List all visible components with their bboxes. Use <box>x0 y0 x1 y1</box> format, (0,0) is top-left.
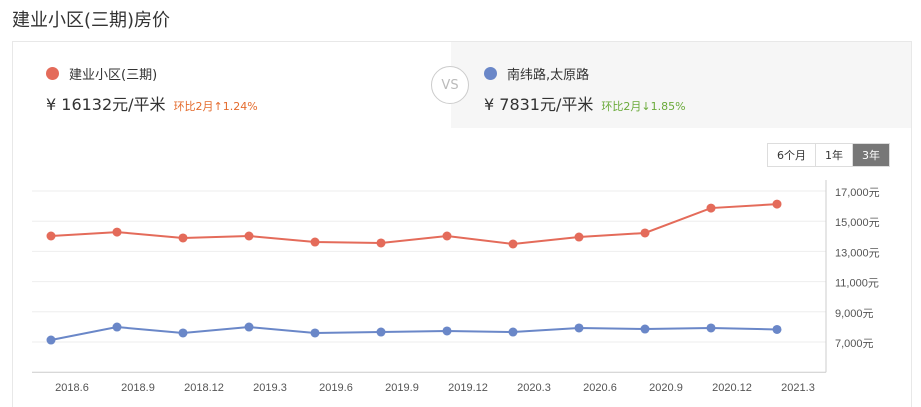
x-tick-label: 2020.9 <box>649 382 683 394</box>
x-tick-label: 2019.6 <box>319 382 353 394</box>
page-title: 建业小区(三期)房价 <box>12 10 171 31</box>
x-tick-label: 2018.6 <box>55 382 89 394</box>
data-point <box>706 203 716 213</box>
x-tick-label: 2018.12 <box>184 382 224 394</box>
price: ¥ 16132元/平米 <box>46 95 166 114</box>
series-line <box>50 326 778 342</box>
x-tick-label: 2020.12 <box>712 382 752 394</box>
y-tick-label: 9,000元 <box>835 308 874 320</box>
price-change: 环比2月↑1.24% <box>173 100 258 113</box>
data-point <box>112 227 122 237</box>
y-tick-label: 13,000元 <box>835 247 880 259</box>
data-point <box>46 231 56 241</box>
data-point <box>376 238 386 248</box>
data-point <box>244 322 254 332</box>
data-point <box>574 232 584 242</box>
price: ¥ 7831元/平米 <box>484 95 594 114</box>
data-point <box>640 324 650 334</box>
data-point <box>508 327 518 337</box>
data-point <box>244 231 254 241</box>
data-point <box>112 322 122 332</box>
left-community: 建业小区(三期) ¥ 16132元/平米 环比2月↑1.24% <box>13 42 451 128</box>
x-tick-label: 2021.3 <box>781 382 815 394</box>
tab-3-years[interactable]: 3年 <box>852 144 889 166</box>
data-point <box>310 328 320 338</box>
y-tick-label: 17,000元 <box>835 187 880 199</box>
x-tick-label: 2020.6 <box>583 382 617 394</box>
series-color-dot <box>46 67 59 80</box>
series-color-dot <box>484 67 497 80</box>
x-tick-label: 2018.9 <box>121 382 155 394</box>
price-card: 建业小区(三期) ¥ 16132元/平米 环比2月↑1.24% 南纬路,太原路 ¥… <box>12 41 912 407</box>
data-point <box>772 324 782 334</box>
data-point <box>640 228 650 238</box>
community-name: 建业小区(三期) <box>69 68 158 83</box>
x-tick-label: 2019.12 <box>448 382 488 394</box>
comparison-panel: 建业小区(三期) ¥ 16132元/平米 环比2月↑1.24% 南纬路,太原路 ¥… <box>13 42 911 128</box>
right-area: 南纬路,太原路 ¥ 7831元/平米 环比2月↓1.85% <box>451 42 911 128</box>
price-change: 环比2月↓1.85% <box>601 100 686 113</box>
data-point <box>310 237 320 247</box>
vs-badge: VS <box>431 66 469 104</box>
data-point <box>178 233 188 243</box>
y-tick-label: 15,000元 <box>835 217 880 229</box>
x-tick-label: 2019.9 <box>385 382 419 394</box>
tab-6-months[interactable]: 6个月 <box>768 144 815 166</box>
data-point <box>376 327 386 337</box>
data-point <box>178 328 188 338</box>
data-point <box>442 231 452 241</box>
data-point <box>706 323 716 333</box>
data-point <box>508 239 518 249</box>
data-point <box>46 335 56 345</box>
x-tick-label: 2019.3 <box>253 382 287 394</box>
x-tick-label: 2020.3 <box>517 382 551 394</box>
range-tabs: 6个月 1年 3年 <box>767 143 890 167</box>
tab-1-year[interactable]: 1年 <box>815 144 852 166</box>
y-tick-label: 11,000元 <box>835 278 879 290</box>
series-line <box>50 203 778 246</box>
data-point <box>772 199 782 209</box>
data-point <box>442 326 452 336</box>
area-name: 南纬路,太原路 <box>507 68 590 83</box>
data-point <box>574 323 584 333</box>
y-tick-label: 7,000元 <box>835 338 874 350</box>
